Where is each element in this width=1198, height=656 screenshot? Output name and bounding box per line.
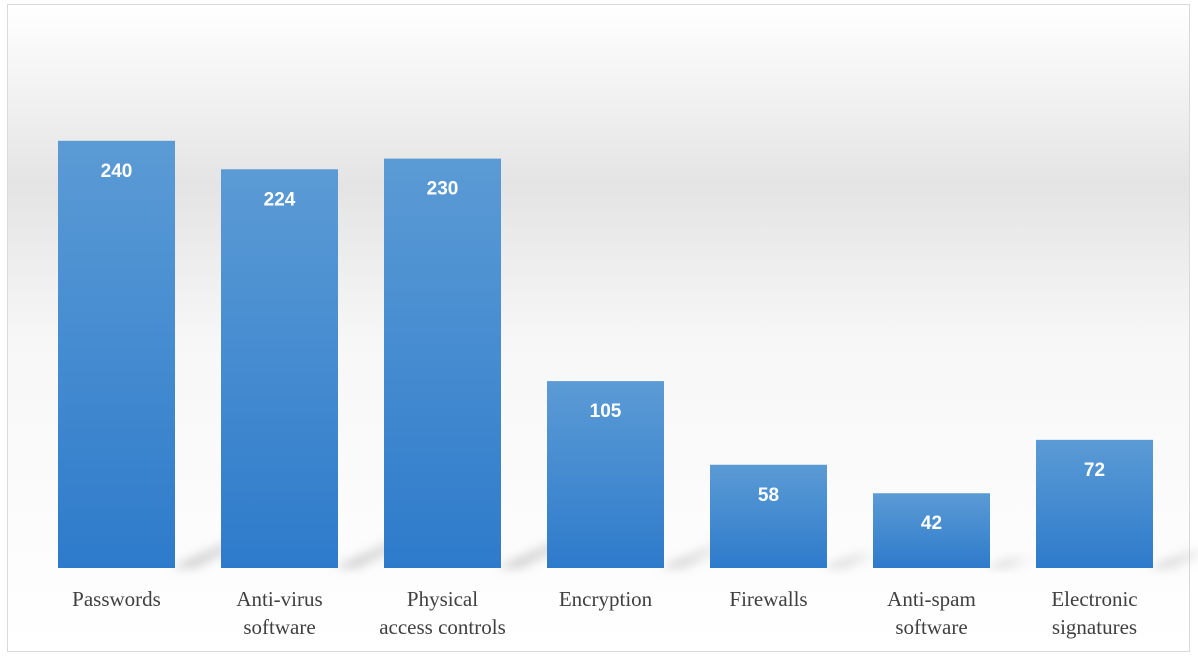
- category-label-electronic-signatures: Electronic signatures: [1051, 587, 1137, 639]
- category-label-passwords: Passwords: [72, 587, 161, 611]
- data-label-physical-access-controls: 230: [427, 179, 459, 200]
- bar-electronic-signatures: [1036, 439, 1153, 568]
- data-label-encryption: 105: [590, 401, 622, 422]
- category-labels: Passwords Anti-virus software Physical acces…: [72, 587, 1137, 639]
- bar-physical-access-controls: [384, 158, 501, 568]
- bar-shadow-anti-spam-software: [986, 557, 1042, 568]
- data-label-passwords: 240: [101, 161, 133, 182]
- data-label-firewalls: 58: [758, 485, 779, 506]
- bar-anti-virus-software: [221, 169, 338, 568]
- category-label-anti-virus-software: Anti-virus software: [236, 587, 322, 639]
- bar-shadow-electronic-signatures: [1149, 549, 1198, 568]
- data-labels: 240 224 230 105 58 42 72: [101, 161, 1105, 534]
- data-label-anti-virus-software: 224: [264, 189, 296, 210]
- category-label-encryption: Encryption: [559, 587, 653, 611]
- bar-passwords: [58, 140, 175, 569]
- bar-firewalls: [710, 464, 827, 568]
- category-label-anti-spam-software: Anti-spam software: [887, 587, 976, 639]
- category-label-firewalls: Firewalls: [729, 587, 807, 611]
- bars: [58, 140, 1153, 569]
- category-label-physical-access-controls: Physical access controls: [379, 587, 506, 639]
- bar-anti-spam-software: [873, 493, 990, 568]
- bar-shadow-firewalls: [823, 553, 887, 568]
- data-label-anti-spam-software: 42: [921, 513, 942, 534]
- bar-encryption: [547, 381, 664, 568]
- data-label-electronic-signatures: 72: [1084, 460, 1105, 481]
